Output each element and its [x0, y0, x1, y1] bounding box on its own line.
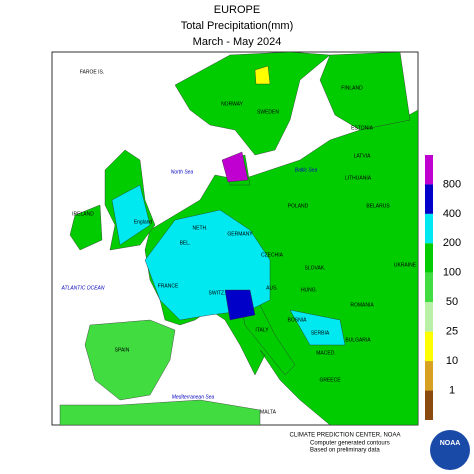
wettest-area [221, 151, 249, 183]
legend-label: 200 [443, 237, 461, 249]
dry-area [254, 65, 271, 85]
place-label: HUNG. [301, 287, 317, 293]
land [174, 51, 331, 156]
place-label: SERBIA [311, 330, 330, 336]
place-label: SWITZ. [209, 290, 226, 296]
place-label: MALTA [260, 409, 277, 415]
legend-swatch [425, 243, 433, 273]
place-label: NORWAY [221, 101, 244, 107]
place-label: LITHUANIA [345, 175, 372, 181]
place-label: Mediterranean Sea [172, 394, 215, 400]
place-label: BELARUS [366, 203, 390, 209]
land [59, 399, 261, 426]
place-label: GERMANY [227, 231, 253, 237]
land [84, 319, 176, 401]
legend-swatch [425, 361, 433, 391]
place-label: ROMANIA [350, 302, 374, 308]
land [319, 51, 411, 131]
period: March - May 2024 [193, 36, 282, 48]
legend-swatch [425, 390, 433, 420]
place-label: FAROE IS. [80, 69, 104, 75]
place-label: NETH. [193, 225, 208, 231]
legend-label: 50 [446, 296, 458, 308]
legend-swatch [425, 213, 433, 244]
legend-label: 25 [446, 326, 458, 338]
place-label: Baltic Sea [295, 167, 318, 173]
place-label: England [134, 219, 153, 225]
very-wet-area [224, 289, 256, 321]
place-label: BOSNIA [288, 317, 308, 323]
land [144, 109, 419, 426]
footer-note: Computer generated contours [310, 441, 390, 447]
place-label: SWEDEN [257, 109, 279, 115]
place-label: SLOVAK. [304, 265, 325, 271]
map [51, 51, 419, 426]
wet-area [111, 184, 151, 246]
land [69, 204, 103, 251]
place-label: ESTONIA [351, 125, 374, 131]
map-labels: FAROE IS. NORWAY SWEDEN FINLAND ESTONIA LATVI… [61, 69, 417, 415]
wet-area [289, 309, 346, 346]
place-label: UKRAINE [394, 262, 417, 268]
footer-note: Based on preliminary data [310, 448, 380, 454]
place-label: POLAND [288, 203, 309, 209]
place-label: LATVIA [354, 153, 372, 159]
footer-credit: CLIMATE PREDICTION CENTER, NOAA [290, 433, 401, 439]
place-label: GREECE [319, 377, 341, 383]
place-label: SPAIN [115, 347, 130, 353]
place-label: BEL. [180, 240, 191, 246]
legend-swatch [425, 302, 433, 332]
region-title: EUROPE [214, 4, 260, 16]
place-label: CZECHIA [261, 252, 284, 258]
place-label: IRELAND [72, 211, 94, 217]
legend-label: 100 [443, 267, 461, 279]
legend-label: 800 [443, 178, 461, 190]
legend-label: 1 [449, 384, 455, 396]
place-label: ITALY [255, 327, 269, 333]
place-label: MACED. [316, 350, 335, 356]
place-label: FRANCE [158, 283, 179, 289]
legend-swatch [425, 331, 433, 362]
title: Total Precipitation(mm) [181, 20, 293, 32]
place-label: FINLAND [341, 85, 363, 91]
legend-label: 400 [443, 208, 461, 220]
place-label: ATLANTIC OCEAN [61, 285, 105, 291]
noaa-logo-text: NOAA [440, 440, 461, 447]
noaa-logo [430, 430, 470, 470]
legend: 800 400 200 100 50 25 10 1 [425, 155, 461, 420]
legend-label: 10 [446, 355, 458, 367]
place-label: AUS. [266, 285, 278, 291]
place-label: BULGARIA [345, 337, 371, 343]
legend-swatch [425, 272, 433, 303]
legend-swatch [425, 155, 433, 185]
land [239, 299, 296, 376]
legend-swatch [425, 184, 433, 214]
place-label: North Sea [171, 169, 194, 175]
